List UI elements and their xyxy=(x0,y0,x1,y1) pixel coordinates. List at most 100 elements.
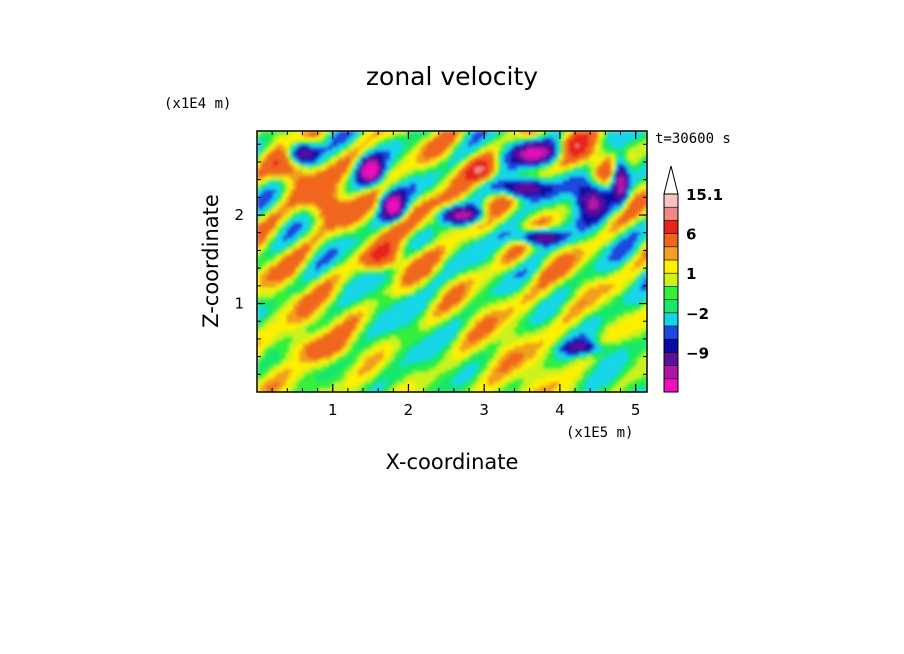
field-cell xyxy=(624,235,629,240)
field-cell xyxy=(465,196,469,201)
field-cell xyxy=(276,215,281,220)
field-cell xyxy=(552,131,557,135)
field-cell xyxy=(575,228,580,233)
field-cell xyxy=(357,147,362,152)
field-cell xyxy=(377,241,382,246)
field-cell xyxy=(263,235,268,240)
field-cell xyxy=(305,163,310,168)
field-cell xyxy=(608,144,612,148)
field-cell xyxy=(354,248,359,253)
field-cell xyxy=(380,150,385,155)
field-cell xyxy=(357,202,362,207)
field-cell xyxy=(471,173,476,178)
field-cell xyxy=(442,166,447,171)
field-cell xyxy=(419,215,424,220)
field-cell xyxy=(283,225,287,230)
field-cell xyxy=(370,150,375,155)
field-cell xyxy=(487,189,492,194)
field-cell xyxy=(335,131,339,135)
field-cell xyxy=(341,150,346,155)
field-cell xyxy=(338,150,343,155)
field-cell xyxy=(335,186,339,191)
field-cell xyxy=(510,186,515,191)
field-cell xyxy=(539,202,544,207)
field-cell xyxy=(273,160,278,165)
field-cell xyxy=(364,219,369,223)
field-cell xyxy=(302,228,307,233)
field-cell xyxy=(305,170,310,175)
field-cell xyxy=(452,209,456,214)
field-cell xyxy=(396,160,401,165)
field-cell xyxy=(331,215,336,220)
field-cell xyxy=(318,222,323,227)
field-cell xyxy=(442,225,447,230)
field-cell xyxy=(354,251,359,256)
field-cell xyxy=(575,170,580,175)
field-cell xyxy=(481,251,486,256)
field-cell xyxy=(468,150,473,155)
field-cell xyxy=(338,238,343,243)
field-cell xyxy=(286,238,291,243)
field-cell xyxy=(552,206,557,210)
field-cell xyxy=(510,179,515,184)
field-cell xyxy=(504,215,508,220)
field-cell xyxy=(393,147,398,152)
field-cell xyxy=(344,196,349,201)
field-cell xyxy=(426,140,430,145)
field-cell xyxy=(595,232,599,236)
field-cell xyxy=(546,241,551,246)
field-cell xyxy=(591,157,596,161)
field-cell xyxy=(318,202,323,207)
field-cell xyxy=(270,144,274,148)
field-cell xyxy=(286,225,291,230)
field-cell xyxy=(328,140,333,145)
field-cell xyxy=(614,186,619,191)
field-cell xyxy=(406,140,411,145)
field-cell xyxy=(448,219,453,223)
field-cell xyxy=(279,238,284,243)
field-cell xyxy=(624,219,629,223)
field-cell xyxy=(312,150,317,155)
field-cell xyxy=(409,131,414,135)
field-cell xyxy=(588,189,593,194)
field-cell xyxy=(549,232,554,236)
field-cell xyxy=(344,192,349,197)
field-cell xyxy=(582,179,586,184)
field-cell xyxy=(416,209,421,214)
field-cell xyxy=(559,248,564,253)
field-cell xyxy=(432,134,437,139)
field-cell xyxy=(582,137,586,142)
field-cell xyxy=(536,228,541,233)
field-cell xyxy=(474,235,479,240)
field-cell xyxy=(387,150,391,155)
field-cell xyxy=(634,245,638,250)
field-cell xyxy=(630,137,635,142)
field-cell xyxy=(500,251,505,256)
field-cell xyxy=(452,196,456,201)
field-cell xyxy=(283,153,287,158)
field-cell xyxy=(487,157,492,161)
field-cell xyxy=(266,215,271,220)
field-cell xyxy=(611,196,616,201)
field-cell xyxy=(305,131,310,135)
field-cell xyxy=(520,235,525,240)
field-cell xyxy=(435,147,440,152)
field-cell xyxy=(474,160,479,165)
field-cell xyxy=(601,225,606,230)
field-cell xyxy=(292,166,297,171)
field-cell xyxy=(562,245,567,250)
field-cell xyxy=(322,196,326,201)
field-cell xyxy=(562,196,567,201)
field-cell xyxy=(439,254,443,259)
field-cell xyxy=(559,134,564,139)
field-cell xyxy=(643,131,647,135)
field-cell xyxy=(305,241,310,246)
field-cell xyxy=(279,206,284,210)
field-cell xyxy=(335,228,339,233)
field-cell xyxy=(500,215,505,220)
field-cell xyxy=(536,245,541,250)
field-cell xyxy=(468,251,473,256)
field-cell xyxy=(481,147,486,152)
field-cell xyxy=(416,219,421,223)
field-cell xyxy=(328,225,333,230)
